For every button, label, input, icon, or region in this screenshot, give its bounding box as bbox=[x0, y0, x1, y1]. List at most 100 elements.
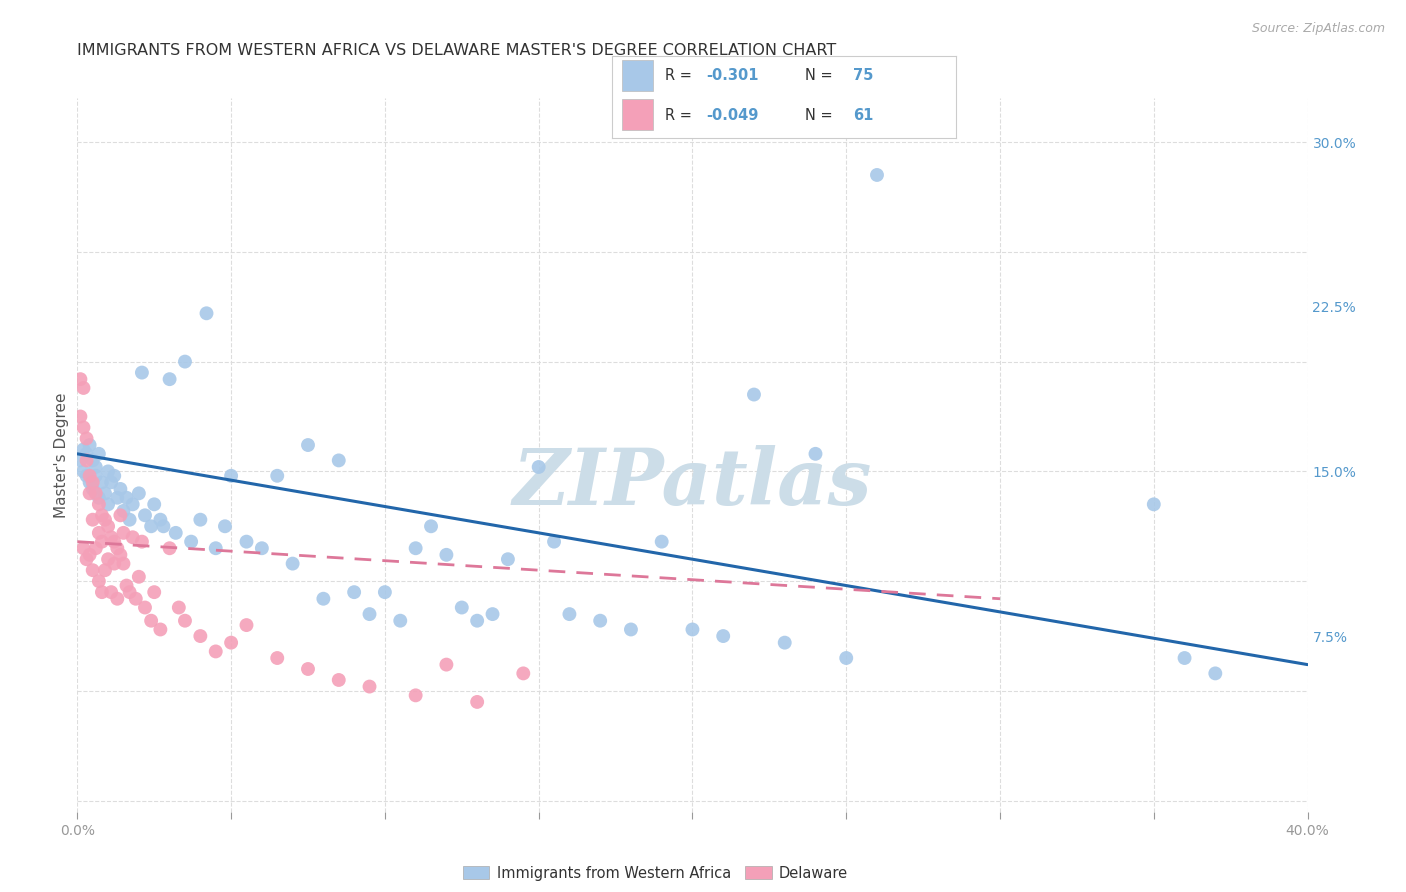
Point bbox=[143, 585, 166, 599]
Point bbox=[97, 497, 120, 511]
Point bbox=[110, 482, 132, 496]
Point bbox=[87, 491, 110, 505]
Point bbox=[359, 680, 381, 694]
Point bbox=[219, 468, 242, 483]
Point bbox=[105, 541, 128, 556]
Point bbox=[512, 666, 534, 681]
Point bbox=[159, 541, 181, 556]
Point bbox=[465, 614, 488, 628]
Point bbox=[84, 468, 107, 483]
Point bbox=[159, 372, 181, 386]
Point bbox=[131, 534, 153, 549]
Point bbox=[84, 486, 107, 500]
Point bbox=[558, 607, 581, 621]
Point bbox=[436, 548, 458, 562]
Point bbox=[204, 644, 226, 658]
Point bbox=[266, 651, 288, 665]
Point bbox=[79, 475, 101, 490]
Point bbox=[195, 306, 218, 320]
Point bbox=[82, 513, 104, 527]
Point bbox=[82, 482, 104, 496]
Point bbox=[1174, 651, 1197, 665]
Point bbox=[87, 447, 110, 461]
Bar bbox=[621, 61, 652, 92]
Point bbox=[87, 497, 110, 511]
Point bbox=[84, 541, 107, 556]
Point bbox=[297, 662, 319, 676]
Point bbox=[90, 534, 114, 549]
Point bbox=[1204, 666, 1226, 681]
Point bbox=[72, 464, 94, 478]
Point bbox=[866, 168, 889, 182]
Point bbox=[118, 513, 141, 527]
Point bbox=[105, 491, 128, 505]
Point bbox=[214, 519, 236, 533]
Text: N =: N = bbox=[804, 108, 837, 123]
Bar bbox=[621, 99, 652, 130]
Point bbox=[773, 635, 796, 649]
Point bbox=[94, 486, 117, 500]
Point bbox=[543, 534, 565, 549]
Point bbox=[103, 534, 125, 549]
Point bbox=[97, 519, 120, 533]
Point bbox=[389, 614, 412, 628]
Point bbox=[79, 486, 101, 500]
Point bbox=[76, 552, 98, 566]
Point bbox=[496, 552, 519, 566]
Point bbox=[69, 372, 91, 386]
Point bbox=[589, 614, 612, 628]
Point bbox=[651, 534, 673, 549]
Point bbox=[121, 530, 143, 544]
Point bbox=[620, 623, 643, 637]
Point bbox=[804, 447, 827, 461]
Point bbox=[149, 623, 172, 637]
Point bbox=[87, 525, 110, 540]
Point bbox=[682, 623, 704, 637]
Point bbox=[97, 464, 120, 478]
Text: R =: R = bbox=[665, 69, 696, 83]
Point bbox=[94, 563, 117, 577]
Text: IMMIGRANTS FROM WESTERN AFRICA VS DELAWARE MASTER'S DEGREE CORRELATION CHART: IMMIGRANTS FROM WESTERN AFRICA VS DELAWA… bbox=[77, 43, 837, 58]
Point bbox=[105, 591, 128, 606]
Point bbox=[149, 513, 172, 527]
Point bbox=[450, 600, 472, 615]
Point bbox=[82, 453, 104, 467]
Point bbox=[343, 585, 366, 599]
Text: -0.049: -0.049 bbox=[706, 108, 759, 123]
Point bbox=[742, 387, 765, 401]
Point bbox=[174, 614, 197, 628]
Text: 61: 61 bbox=[852, 108, 873, 123]
Point bbox=[90, 475, 114, 490]
Point bbox=[100, 475, 122, 490]
Y-axis label: Master's Degree: Master's Degree bbox=[53, 392, 69, 517]
Point bbox=[76, 468, 98, 483]
Point bbox=[374, 585, 396, 599]
Point bbox=[121, 497, 143, 511]
Text: Source: ZipAtlas.com: Source: ZipAtlas.com bbox=[1251, 22, 1385, 36]
Point bbox=[141, 519, 163, 533]
Point bbox=[174, 354, 197, 368]
Point bbox=[405, 541, 427, 556]
Point bbox=[110, 508, 132, 523]
Point bbox=[125, 591, 148, 606]
Point bbox=[90, 585, 114, 599]
Text: ZIPatlas: ZIPatlas bbox=[513, 445, 872, 522]
Point bbox=[72, 541, 94, 556]
Point bbox=[143, 497, 166, 511]
Point bbox=[100, 585, 122, 599]
Point bbox=[118, 585, 141, 599]
Point bbox=[297, 438, 319, 452]
Point bbox=[281, 557, 304, 571]
Point bbox=[69, 453, 91, 467]
Point bbox=[69, 409, 91, 424]
Point bbox=[420, 519, 443, 533]
Point bbox=[436, 657, 458, 672]
Point bbox=[84, 460, 107, 475]
Point bbox=[87, 574, 110, 589]
Point bbox=[188, 513, 212, 527]
Point bbox=[328, 673, 350, 687]
Point bbox=[835, 651, 858, 665]
Point bbox=[76, 432, 98, 446]
Point bbox=[312, 591, 335, 606]
Text: 75: 75 bbox=[852, 69, 873, 83]
